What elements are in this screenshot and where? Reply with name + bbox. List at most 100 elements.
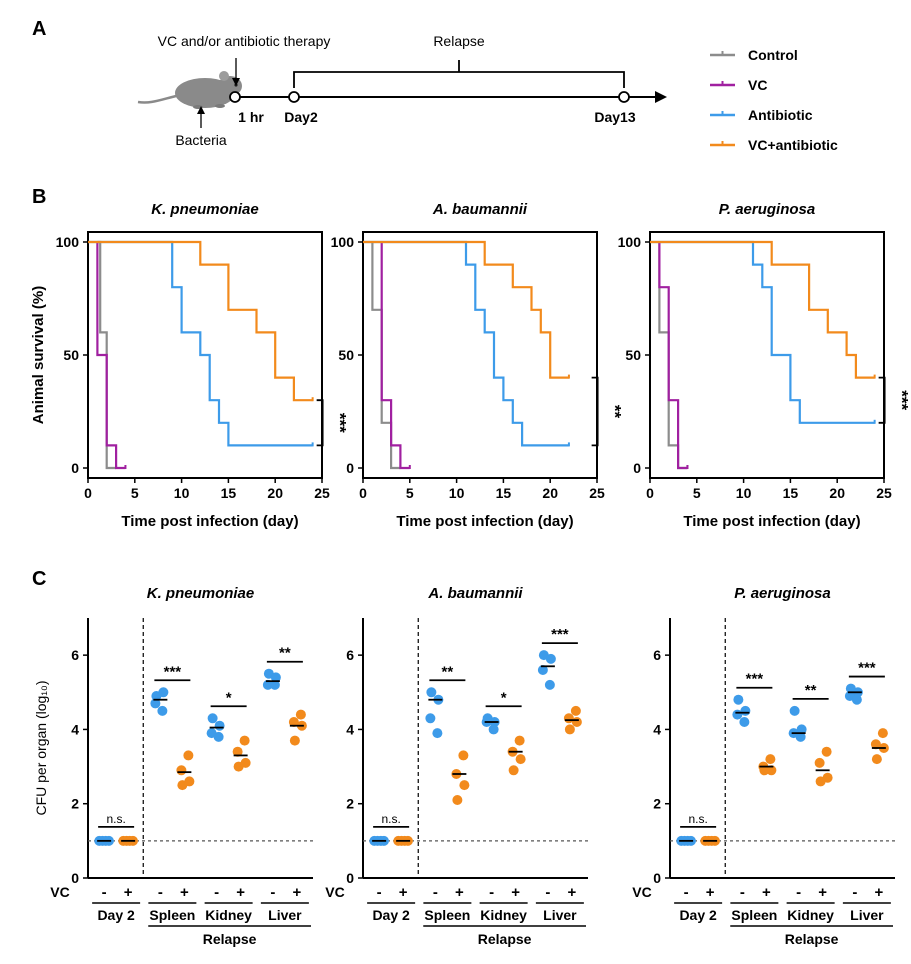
x-tick-label: 25 xyxy=(314,485,330,501)
chart-title: P. aeruginosa xyxy=(719,201,815,218)
mouse-icon xyxy=(137,71,242,109)
x-axis-label: Time post infection (day) xyxy=(683,513,860,530)
x-tick-label: 0 xyxy=(84,485,92,501)
data-point-plus xyxy=(759,765,770,776)
timepoint-1hr xyxy=(229,91,241,103)
y-tick-label: 6 xyxy=(71,647,79,663)
y-tick-label: 0 xyxy=(71,870,79,886)
data-point-minus xyxy=(214,720,225,731)
vc-plus-sign: + xyxy=(511,884,520,901)
chart-title: P. aeruginosa xyxy=(734,585,830,602)
data-point-minus xyxy=(207,713,218,724)
tick-1hr: 1 hr xyxy=(238,109,264,125)
group-label: Spleen xyxy=(731,907,777,923)
data-point-plus xyxy=(176,765,187,776)
panel-label-a: A xyxy=(32,18,47,40)
vc-minus-sign: - xyxy=(102,884,107,901)
data-point-plus xyxy=(508,765,519,776)
data-point-plus xyxy=(514,735,525,746)
data-point-plus xyxy=(183,750,194,761)
x-tick-label: 10 xyxy=(174,485,190,501)
group-label: Kidney xyxy=(205,907,252,923)
y-axis-label: Animal survival (%) xyxy=(30,286,47,424)
timeline-schematic: VC and/or antibiotic therapy Bacteria 1 … xyxy=(137,33,667,148)
x-tick-label: 20 xyxy=(267,485,283,501)
group-label: Day 2 xyxy=(679,907,717,923)
data-point-minus xyxy=(795,731,806,742)
x-tick-label: 20 xyxy=(542,485,558,501)
survival-chart-0: K. pneumoniae 0 5 10 15 20 25 0 50 100 Time post i… xyxy=(30,201,350,530)
series-line-antibiotic xyxy=(363,240,569,447)
chart-title: K. pneumoniae xyxy=(147,585,255,602)
group-label: Spleen xyxy=(424,907,470,923)
x-tick-label: 5 xyxy=(406,485,414,501)
significance-label: *** xyxy=(746,671,764,688)
vc-minus-sign: - xyxy=(684,884,689,901)
y-tick-label: 2 xyxy=(653,796,661,812)
x-tick-label: 10 xyxy=(736,485,752,501)
significance-label: *** xyxy=(858,660,876,677)
significance-label: n.s. xyxy=(381,812,400,826)
y-tick-label: 0 xyxy=(71,460,79,476)
chart-title: A. baumannii xyxy=(427,585,523,602)
chart-title: A. baumannii xyxy=(432,201,528,218)
data-point-plus xyxy=(877,728,888,739)
vc-minus-sign: - xyxy=(214,884,219,901)
cfu-panels: K. pneumoniae 0 2 4 6 CFU per organ (log₁₀) VC… xyxy=(33,585,895,947)
significance-label: ** xyxy=(606,405,625,419)
data-point-minus xyxy=(269,679,280,690)
data-point-plus xyxy=(288,717,299,727)
vc-label: VC xyxy=(50,884,69,900)
data-point-plus xyxy=(571,717,582,727)
x-tick-label: 15 xyxy=(783,485,799,501)
data-point-minus xyxy=(733,694,744,705)
x-axis-label: Time post infection (day) xyxy=(121,513,298,530)
data-point-plus xyxy=(458,750,469,761)
timepoint-day13 xyxy=(618,91,630,103)
vc-plus-sign: + xyxy=(874,884,883,901)
significance-label: * xyxy=(501,689,507,706)
legend-label-3: VC+antibiotic xyxy=(748,137,838,153)
x-tick-label: 20 xyxy=(829,485,845,501)
x-tick-label: 5 xyxy=(131,485,139,501)
data-point-minus xyxy=(270,672,281,683)
vc-minus-sign: - xyxy=(740,884,745,901)
chart-title: K. pneumoniae xyxy=(151,201,259,218)
bacteria-label: Bacteria xyxy=(175,132,227,148)
survival-chart-1: A. baumannii 0 5 10 15 20 25 0 50 100 Time post in… xyxy=(331,201,625,530)
legend-label-2: Antibiotic xyxy=(748,107,813,123)
data-point-minus xyxy=(158,687,169,698)
group-label: Liver xyxy=(268,907,302,923)
group-label: Liver xyxy=(543,907,577,923)
data-point-minus xyxy=(213,731,224,742)
vc-minus-sign: - xyxy=(796,884,801,901)
series-line-vc xyxy=(96,242,126,470)
panel-label-c: C xyxy=(32,568,47,590)
significance-label: ** xyxy=(279,645,291,662)
relapse-label: Relapse xyxy=(433,33,485,49)
vc-minus-sign: - xyxy=(377,884,382,901)
vc-label: VC xyxy=(632,884,651,900)
group-label: Day 2 xyxy=(97,907,135,923)
y-tick-label: 6 xyxy=(346,647,354,663)
data-point-minus xyxy=(739,717,750,727)
data-point-plus xyxy=(233,761,244,772)
data-point-plus xyxy=(232,746,243,757)
data-point-plus xyxy=(815,776,826,787)
y-tick-label: 0 xyxy=(633,460,641,476)
relapse-label: Relapse xyxy=(785,931,839,947)
group-label: Spleen xyxy=(149,907,195,923)
data-point-minus xyxy=(150,698,161,709)
y-tick-label: 50 xyxy=(63,347,79,363)
significance-label: ** xyxy=(805,682,817,699)
x-tick-label: 25 xyxy=(876,485,892,501)
x-tick-label: 5 xyxy=(693,485,701,501)
significance-label: n.s. xyxy=(106,812,125,826)
vc-plus-sign: + xyxy=(292,884,301,901)
survival-chart-2: P. aeruginosa 0 5 10 15 20 25 0 50 100 Time post i… xyxy=(618,201,911,530)
vc-plus-sign: + xyxy=(236,884,245,901)
vc-plus-sign: + xyxy=(567,884,576,901)
